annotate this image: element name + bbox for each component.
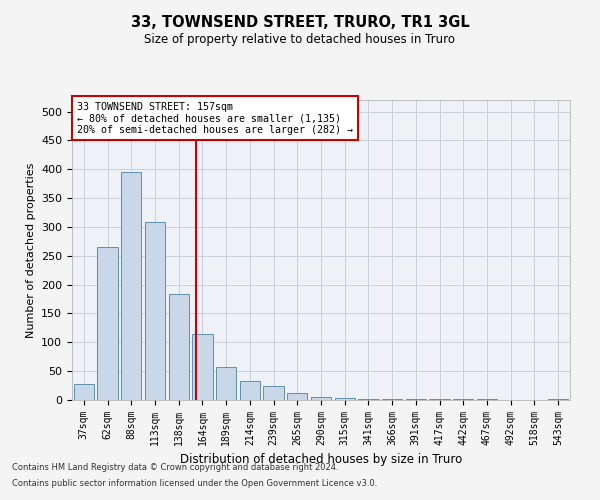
Y-axis label: Number of detached properties: Number of detached properties — [26, 162, 35, 338]
X-axis label: Distribution of detached houses by size in Truro: Distribution of detached houses by size … — [180, 454, 462, 466]
Text: Contains public sector information licensed under the Open Government Licence v3: Contains public sector information licen… — [12, 478, 377, 488]
Bar — [240, 381, 260, 400]
Bar — [74, 384, 94, 400]
Bar — [145, 222, 165, 400]
Bar — [287, 392, 307, 400]
Bar — [216, 367, 236, 400]
Text: Contains HM Land Registry data © Crown copyright and database right 2024.: Contains HM Land Registry data © Crown c… — [12, 464, 338, 472]
Bar — [335, 398, 355, 400]
Bar — [97, 247, 118, 400]
Bar — [121, 172, 142, 400]
Bar — [193, 334, 212, 400]
Bar — [311, 396, 331, 400]
Bar — [548, 399, 568, 400]
Text: 33 TOWNSEND STREET: 157sqm
← 80% of detached houses are smaller (1,135)
20% of s: 33 TOWNSEND STREET: 157sqm ← 80% of deta… — [77, 102, 353, 134]
Bar — [263, 386, 284, 400]
Text: Size of property relative to detached houses in Truro: Size of property relative to detached ho… — [145, 32, 455, 46]
Bar — [169, 294, 189, 400]
Bar — [358, 399, 379, 400]
Text: 33, TOWNSEND STREET, TRURO, TR1 3GL: 33, TOWNSEND STREET, TRURO, TR1 3GL — [131, 15, 469, 30]
